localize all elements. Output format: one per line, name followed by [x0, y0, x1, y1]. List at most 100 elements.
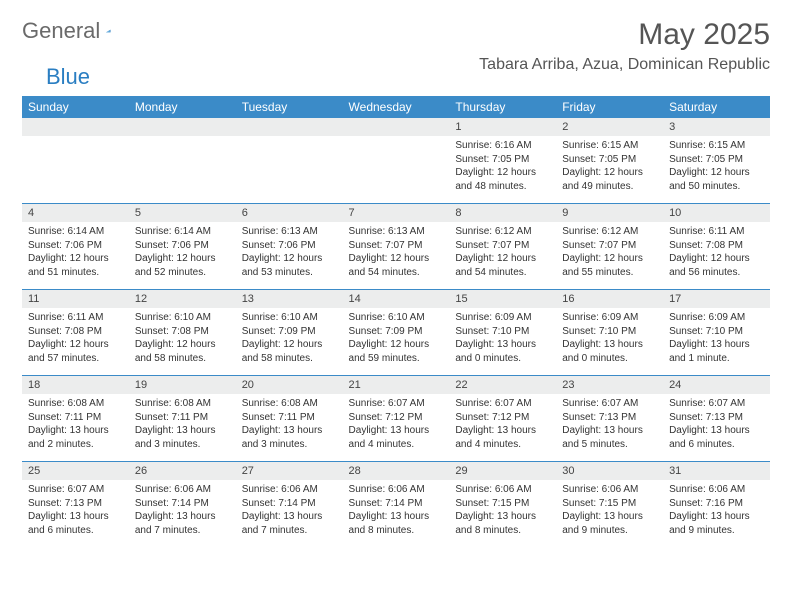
day-number: 15 — [449, 290, 556, 308]
day-sr: Sunrise: 6:08 AM — [28, 397, 123, 411]
day-d1: Daylight: 12 hours — [349, 252, 444, 266]
detail-row: Sunrise: 6:07 AMSunset: 7:13 PMDaylight:… — [22, 480, 770, 547]
day-sr: Sunrise: 6:06 AM — [669, 483, 764, 497]
day-d1: Daylight: 13 hours — [242, 510, 337, 524]
daynum-row: 11121314151617 — [22, 290, 770, 308]
day-detail: Sunrise: 6:15 AMSunset: 7:05 PMDaylight:… — [556, 136, 663, 204]
detail-row: Sunrise: 6:11 AMSunset: 7:08 PM Daylight:… — [22, 308, 770, 376]
day-d1: Daylight: 13 hours — [455, 510, 550, 524]
day-d2: and 8 minutes. — [455, 524, 550, 538]
day-ss: Sunset: 7:09 PM — [242, 325, 337, 339]
day-d2: and 9 minutes. — [669, 524, 764, 538]
logo: General — [22, 18, 134, 44]
day-number: 17 — [663, 290, 770, 308]
detail-row: Sunrise: 6:16 AMSunset: 7:05 PM Daylight:… — [22, 136, 770, 204]
day-number: 12 — [129, 290, 236, 308]
day-number: 6 — [236, 204, 343, 222]
day-detail: Sunrise: 6:08 AMSunset: 7:11 PMDaylight:… — [236, 394, 343, 462]
title-block: May 2025 Tabara Arriba, Azua, Dominican … — [479, 18, 770, 74]
day-d2: and 1 minute. — [669, 352, 764, 366]
day-number: 22 — [449, 376, 556, 394]
day-d2: and 7 minutes. — [135, 524, 230, 538]
day-d1: Daylight: 13 hours — [669, 424, 764, 438]
day-sr: Sunrise: 6:11 AM — [28, 311, 123, 325]
day-detail: Sunrise: 6:10 AMSunset: 7:08 PMDaylight:… — [129, 308, 236, 376]
day-number: 29 — [449, 462, 556, 480]
day-sr: Sunrise: 6:07 AM — [669, 397, 764, 411]
day-d1: Daylight: 12 hours — [242, 252, 337, 266]
day-d2: and 55 minutes. — [562, 266, 657, 280]
day-sr: Sunrise: 6:09 AM — [455, 311, 550, 325]
day-sr: Sunrise: 6:13 AM — [242, 225, 337, 239]
day-detail: Sunrise: 6:10 AMSunset: 7:09 PMDaylight:… — [236, 308, 343, 376]
day-d2: and 48 minutes. — [455, 180, 550, 194]
day-detail: Sunrise: 6:06 AMSunset: 7:14 PMDaylight:… — [343, 480, 450, 547]
day-d1: Daylight: 13 hours — [28, 424, 123, 438]
day-d2: and 57 minutes. — [28, 352, 123, 366]
day-ss: Sunset: 7:10 PM — [455, 325, 550, 339]
day-detail: Sunrise: 6:16 AMSunset: 7:05 PMDaylight:… — [449, 136, 556, 204]
detail-row: Sunrise: 6:14 AMSunset: 7:06 PMDaylight:… — [22, 222, 770, 290]
day-d2: and 5 minutes. — [562, 438, 657, 452]
day-d2: and 54 minutes. — [455, 266, 550, 280]
day-d2: and 49 minutes. — [562, 180, 657, 194]
day-ss: Sunset: 7:11 PM — [28, 411, 123, 425]
day-d2: and 51 minutes. — [28, 266, 123, 280]
day-d1: Daylight: 12 hours — [562, 252, 657, 266]
calendar-grid: Sunday Monday Tuesday Wednesday Thursday… — [22, 96, 770, 547]
day-sr: Sunrise: 6:07 AM — [349, 397, 444, 411]
day-d1: Daylight: 13 hours — [242, 424, 337, 438]
day-detail: Sunrise: 6:14 AMSunset: 7:06 PMDaylight:… — [22, 222, 129, 290]
day-ss: Sunset: 7:12 PM — [349, 411, 444, 425]
dayhead-mon: Monday — [129, 96, 236, 118]
day-d1: Daylight: 13 hours — [135, 424, 230, 438]
day-sr: Sunrise: 6:15 AM — [669, 139, 764, 153]
day-ss: Sunset: 7:08 PM — [28, 325, 123, 339]
day-ss: Sunset: 7:11 PM — [135, 411, 230, 425]
day-d1: Daylight: 13 hours — [562, 510, 657, 524]
month-title: May 2025 — [479, 18, 770, 52]
logo-word1: General — [22, 18, 100, 44]
day-sr: Sunrise: 6:07 AM — [28, 483, 123, 497]
logo-triangle-icon — [106, 22, 111, 40]
day-d1: Daylight: 12 hours — [135, 252, 230, 266]
day-number: 19 — [129, 376, 236, 394]
day-ss: Sunset: 7:14 PM — [135, 497, 230, 511]
day-number: 11 — [22, 290, 129, 308]
day-sr: Sunrise: 6:16 AM — [455, 139, 550, 153]
day-number: 30 — [556, 462, 663, 480]
day-d1: Daylight: 13 hours — [135, 510, 230, 524]
day-ss: Sunset: 7:05 PM — [455, 153, 550, 167]
day-detail: Sunrise: 6:12 AMSunset: 7:07 PMDaylight:… — [556, 222, 663, 290]
day-d1: Daylight: 12 hours — [562, 166, 657, 180]
day-ss: Sunset: 7:13 PM — [669, 411, 764, 425]
day-number: 26 — [129, 462, 236, 480]
day-sr: Sunrise: 6:15 AM — [562, 139, 657, 153]
daynum-row: 18192021222324 — [22, 376, 770, 394]
day-number — [343, 118, 450, 136]
day-d2: and 3 minutes. — [242, 438, 337, 452]
day-ss: Sunset: 7:12 PM — [455, 411, 550, 425]
day-ss: Sunset: 7:07 PM — [562, 239, 657, 253]
day-d2: and 59 minutes. — [349, 352, 444, 366]
day-sr: Sunrise: 6:06 AM — [562, 483, 657, 497]
day-d1: Daylight: 13 hours — [455, 424, 550, 438]
day-detail: Sunrise: 6:15 AMSunset: 7:05 PMDaylight:… — [663, 136, 770, 204]
day-number: 4 — [22, 204, 129, 222]
day-ss: Sunset: 7:07 PM — [455, 239, 550, 253]
day-number: 21 — [343, 376, 450, 394]
day-sr: Sunrise: 6:07 AM — [562, 397, 657, 411]
day-sr: Sunrise: 6:06 AM — [242, 483, 337, 497]
day-ss: Sunset: 7:15 PM — [455, 497, 550, 511]
day-detail: Sunrise: 6:07 AMSunset: 7:13 PMDaylight:… — [556, 394, 663, 462]
day-sr: Sunrise: 6:06 AM — [349, 483, 444, 497]
day-detail: Sunrise: 6:08 AMSunset: 7:11 PMDaylight:… — [129, 394, 236, 462]
day-number: 25 — [22, 462, 129, 480]
day-number — [236, 118, 343, 136]
day-detail: Sunrise: 6:14 AMSunset: 7:06 PMDaylight:… — [129, 222, 236, 290]
dayhead-sun: Sunday — [22, 96, 129, 118]
day-sr: Sunrise: 6:12 AM — [455, 225, 550, 239]
day-detail: Sunrise: 6:09 AMSunset: 7:10 PMDaylight:… — [663, 308, 770, 376]
day-number: 27 — [236, 462, 343, 480]
day-d1: Daylight: 12 hours — [349, 338, 444, 352]
